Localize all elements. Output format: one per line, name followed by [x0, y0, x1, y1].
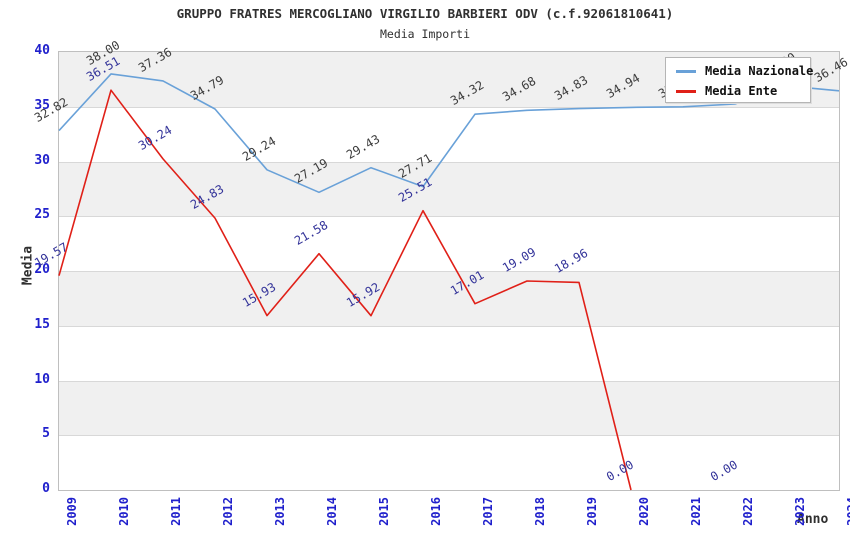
plot-area: 32.82 38.00 37.36 34.79 29.24 27.19 29.43 27.71…	[32, 38, 850, 491]
x-axis-title: Anno	[797, 512, 829, 527]
background-band	[59, 380, 839, 436]
y-tick-label: 35	[34, 97, 50, 113]
legend-swatch-line-icon	[676, 89, 696, 93]
x-tick-label: 2018	[533, 497, 547, 526]
x-tick-label: 2022	[741, 497, 755, 526]
x-tick-label: 2020	[637, 497, 651, 526]
gridline	[59, 161, 839, 163]
background-band	[59, 216, 839, 271]
chart-subtitle: Media Importi	[379, 27, 470, 41]
y-tick-label: 0	[42, 481, 50, 496]
gridline	[59, 325, 839, 327]
legend-box: Media Nazionale Media Ente	[665, 57, 813, 103]
x-tick-label: 2011	[169, 497, 183, 526]
x-tick-label: 2015	[377, 497, 391, 526]
background-band	[59, 325, 839, 381]
legend-item-label: Media Nazionale	[705, 64, 814, 78]
x-tick-label: 2016	[429, 497, 443, 526]
legend-swatch-line-icon	[676, 69, 696, 73]
gridline	[59, 435, 839, 437]
background-band	[59, 435, 839, 490]
x-tick-label: 2021	[689, 497, 703, 526]
gridline	[59, 106, 839, 108]
line-series-svg	[58, 73, 840, 491]
background-band	[59, 271, 839, 326]
y-tick-label: 10	[34, 371, 50, 387]
series-line-media-ente	[58, 89, 632, 491]
x-tick-label: 2013	[273, 497, 287, 526]
legend-item: Media Ente	[676, 83, 777, 99]
gridline	[59, 216, 839, 218]
series-line-media-nazionale	[58, 73, 840, 194]
x-tick-label: 2019	[585, 497, 599, 526]
legend-item: Media Nazionale	[676, 63, 813, 79]
y-tick-label: 20	[34, 262, 50, 277]
y-tick-label: 25	[34, 207, 50, 223]
x-tick-label: 2012	[221, 497, 235, 526]
y-tick-label: 40	[34, 43, 50, 58]
x-tick-label: 2017	[481, 497, 495, 526]
x-tick-label: 2023	[793, 497, 807, 526]
gridline	[59, 271, 839, 272]
background-band	[59, 106, 839, 162]
x-tick-label: 2009	[65, 497, 79, 526]
x-tick-label: 2024	[845, 497, 850, 526]
chart-title: GRUPPO FRATRES MERCOGLIANO VIRGILIO BARB…	[176, 6, 674, 21]
y-tick-label: 15	[34, 316, 50, 332]
y-tick-label: 5	[42, 426, 50, 442]
x-tick-label: 2014	[325, 497, 339, 526]
gridline	[59, 380, 839, 382]
y-tick-label: 30	[34, 152, 50, 168]
x-tick-label: 2010	[117, 497, 131, 526]
legend-item-label: Media Ente	[705, 84, 778, 98]
